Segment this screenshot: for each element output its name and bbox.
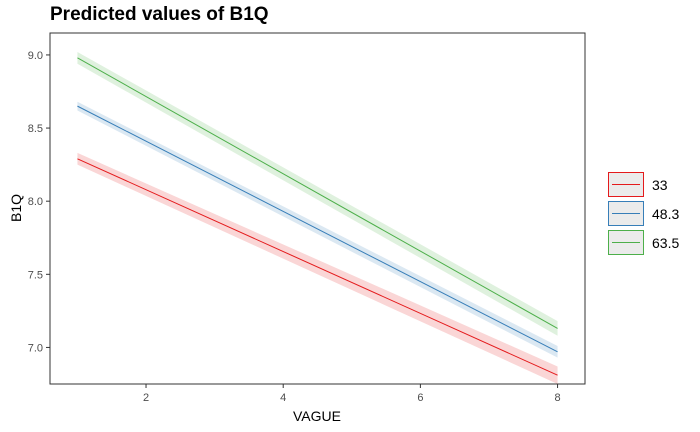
plot-panel — [49, 32, 586, 385]
legend-item-3: 63.5 — [608, 228, 679, 257]
legend-label: 63.5 — [652, 234, 680, 251]
y-tick-label: 9.0 — [28, 50, 43, 62]
series-line-2 — [77, 105, 558, 353]
series-line-1 — [77, 158, 558, 376]
legend-label: 48.3 — [652, 205, 680, 222]
legend: 33 48.3 63.5 — [608, 170, 679, 257]
legend-key — [608, 172, 644, 197]
legend-key — [608, 201, 644, 226]
x-tick-label: 6 — [417, 392, 423, 404]
ci-band-2 — [77, 101, 558, 358]
y-axis-title: B1Q — [8, 194, 24, 222]
x-tick-label: 2 — [143, 392, 149, 404]
x-axis-title: VAGUE — [293, 408, 341, 424]
legend-label: 33 — [652, 176, 668, 193]
series-line-3 — [77, 57, 558, 329]
y-tick-label: 7.0 — [28, 342, 43, 354]
y-tick-label: 8.0 — [28, 196, 43, 208]
ci-band-1 — [77, 152, 558, 384]
chart-title: Predicted values of B1Q — [50, 4, 269, 25]
y-tick-label: 7.5 — [28, 269, 43, 281]
ci-band-3 — [77, 52, 558, 336]
legend-key — [608, 230, 644, 255]
legend-item-1: 33 — [608, 170, 679, 199]
x-tick-label: 4 — [280, 392, 286, 404]
x-tick-label: 8 — [555, 392, 561, 404]
y-tick-label: 8.5 — [28, 123, 43, 135]
legend-item-2: 48.3 — [608, 199, 679, 228]
